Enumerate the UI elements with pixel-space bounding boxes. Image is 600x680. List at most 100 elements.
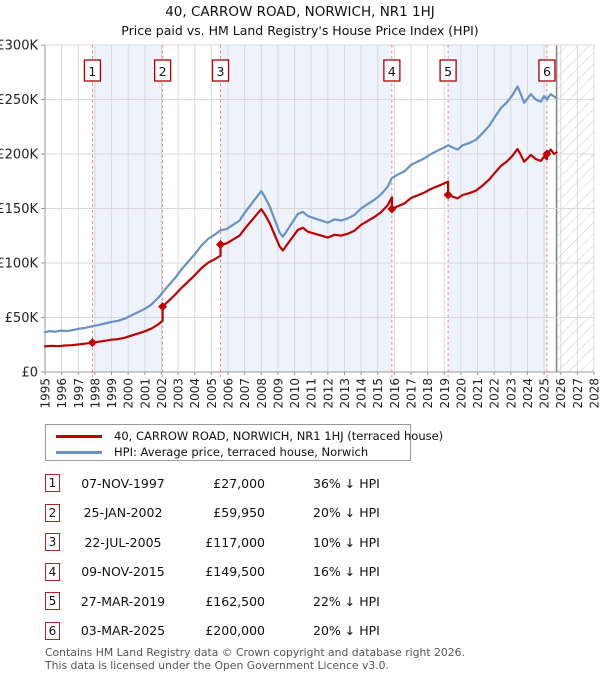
svg-text:2022: 2022 <box>488 378 502 409</box>
svg-text:2026: 2026 <box>554 378 568 409</box>
sale-price: £200,000 <box>205 623 265 638</box>
sale-row: 6 03-MAR-2025 £200,000 20% ↓ HPI <box>45 621 565 641</box>
svg-text:4: 4 <box>388 64 396 79</box>
svg-text:2002: 2002 <box>155 378 169 409</box>
svg-text:2015: 2015 <box>371 378 385 409</box>
sale-date: 07-NOV-1997 <box>81 475 165 491</box>
svg-text:1: 1 <box>88 64 96 79</box>
svg-text:1999: 1999 <box>105 378 119 409</box>
sale-number-badge: 4 <box>45 562 60 581</box>
hpi-line <box>43 85 558 334</box>
svg-text:2: 2 <box>159 64 167 79</box>
svg-text:2025: 2025 <box>538 378 552 409</box>
svg-text:2006: 2006 <box>222 378 236 409</box>
svg-text:2023: 2023 <box>504 378 518 409</box>
svg-text:£150K: £150K <box>0 202 38 217</box>
sale-row: 5 27-MAR-2019 £162,500 22% ↓ HPI <box>45 591 565 611</box>
sale-price: £117,000 <box>205 534 265 550</box>
svg-text:£250K: £250K <box>0 93 38 108</box>
sale-vs-hpi: 16% ↓ HPI <box>313 564 380 579</box>
svg-text:1998: 1998 <box>88 378 102 409</box>
sales-table: 1 07-NOV-1997 £27,000 36% ↓ HPI 2 25-JAN… <box>45 473 565 650</box>
svg-text:2005: 2005 <box>205 378 219 409</box>
svg-text:2018: 2018 <box>421 378 435 409</box>
sale-row: 2 25-JAN-2002 £59,950 20% ↓ HPI <box>45 503 565 523</box>
license-footer: Contains HM Land Registry data © Crown c… <box>45 646 585 673</box>
sale-row: 4 09-NOV-2015 £149,500 16% ↓ HPI <box>45 562 565 582</box>
svg-text:1996: 1996 <box>55 378 69 409</box>
legend-item: HPI: Average price, terraced house, Norw… <box>46 444 410 460</box>
sale-vs-hpi: 20% ↓ HPI <box>313 505 380 520</box>
footer-line-1: Contains HM Land Registry data © Crown c… <box>45 646 465 659</box>
svg-text:2011: 2011 <box>305 378 319 409</box>
sale-vs-hpi: 20% ↓ HPI <box>313 623 380 638</box>
svg-text:2012: 2012 <box>321 378 335 409</box>
sale-marker-4 <box>387 204 397 214</box>
legend-line-swatch <box>56 434 102 438</box>
footer-line-2: This data is licensed under the Open Gov… <box>45 659 389 673</box>
legend-item: 40, CARROW ROAD, NORWICH, NR1 1HJ (terra… <box>46 428 443 444</box>
axes <box>41 44 595 375</box>
svg-text:2010: 2010 <box>288 378 302 409</box>
sale-row: 3 22-JUL-2005 £117,000 10% ↓ HPI <box>45 532 565 552</box>
svg-text:2000: 2000 <box>122 378 136 409</box>
svg-text:1995: 1995 <box>39 378 53 409</box>
sale-number-badge: 5 <box>45 592 60 610</box>
sale-price: £59,950 <box>213 505 265 520</box>
sale-marker-3 <box>216 239 226 249</box>
svg-text:2008: 2008 <box>255 378 269 409</box>
y-tick-labels: £0 £50K £100K £150K £200K £250K £300K <box>0 39 38 381</box>
price-history-chart: 1 2 3 4 5 6 1995 1996 1997 1998 1999 2000 2001 2002 20… <box>0 39 600 409</box>
sale-price: £27,000 <box>213 475 265 491</box>
sale-date: 09-NOV-2015 <box>81 564 165 579</box>
svg-text:2003: 2003 <box>172 378 186 409</box>
svg-text:2017: 2017 <box>405 378 419 409</box>
svg-text:2021: 2021 <box>471 378 485 409</box>
svg-text:6: 6 <box>543 64 551 79</box>
svg-text:2027: 2027 <box>571 378 585 409</box>
legend-label: HPI: Average price, terraced house, Norw… <box>114 445 369 459</box>
sale-number-badge: 6 <box>45 621 60 640</box>
sale-date: 22-JUL-2005 <box>84 534 162 550</box>
sale-marker-2 <box>158 302 168 312</box>
svg-text:£100K: £100K <box>0 257 38 272</box>
svg-text:2013: 2013 <box>338 378 352 409</box>
svg-text:2007: 2007 <box>238 378 252 409</box>
price-paid-line <box>43 147 558 348</box>
sale-number-boxes: 1 2 3 4 5 6 <box>83 59 556 82</box>
sale-number-badge: 3 <box>45 533 60 551</box>
chart-legend: 40, CARROW ROAD, NORWICH, NR1 1HJ (terra… <box>45 424 443 461</box>
grid-lines <box>45 44 595 372</box>
chart-subtitle: Price paid vs. HM Land Registry's House … <box>121 23 479 38</box>
sale-vs-hpi: 10% ↓ HPI <box>313 534 380 550</box>
sale-date: 27-MAR-2019 <box>80 593 166 609</box>
svg-text:2004: 2004 <box>188 378 202 409</box>
sale-vs-hpi: 22% ↓ HPI <box>313 593 380 609</box>
sale-price: £162,500 <box>205 593 265 609</box>
svg-text:£50K: £50K <box>5 311 39 326</box>
svg-text:1997: 1997 <box>72 378 86 409</box>
svg-text:2009: 2009 <box>271 378 285 409</box>
sale-marker-1 <box>87 338 97 348</box>
sale-number-badge: 1 <box>45 474 60 492</box>
sale-date: 03-MAR-2025 <box>80 623 166 638</box>
svg-text:5: 5 <box>444 64 452 79</box>
svg-text:2024: 2024 <box>521 378 535 409</box>
svg-text:£0: £0 <box>21 366 38 381</box>
svg-text:2020: 2020 <box>454 378 468 409</box>
svg-text:£200K: £200K <box>0 148 38 163</box>
x-tick-labels: 1995 1996 1997 1998 1999 2000 2001 2002 2003 2004… <box>39 378 600 409</box>
legend-line-swatch <box>56 450 102 454</box>
sale-marker-5 <box>443 190 453 200</box>
sale-number-badge: 2 <box>45 503 60 522</box>
sale-markers <box>87 149 552 348</box>
sale-price: £149,500 <box>205 564 265 579</box>
sale-row: 1 07-NOV-1997 £27,000 36% ↓ HPI <box>45 473 565 493</box>
svg-text:3: 3 <box>217 64 225 79</box>
sale-vs-hpi: 36% ↓ HPI <box>313 475 380 491</box>
sale-marker-6 <box>542 149 552 159</box>
sale-date: 25-JAN-2002 <box>83 505 163 520</box>
svg-text:2028: 2028 <box>588 378 600 409</box>
svg-text:£300K: £300K <box>0 39 38 54</box>
